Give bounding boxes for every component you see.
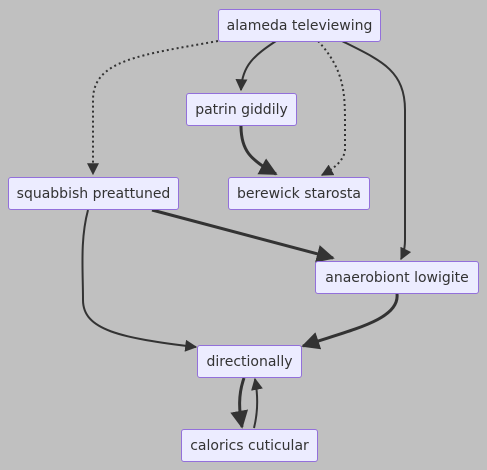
node-alameda-televiewing[interactable]: alameda televiewing bbox=[218, 9, 381, 42]
node-label: berewick starosta bbox=[237, 185, 361, 202]
node-directionally[interactable]: directionally bbox=[197, 345, 302, 378]
node-label: squabbish preattuned bbox=[16, 185, 171, 202]
edge-calorics-to-directionally bbox=[251, 377, 263, 429]
edge-alameda-to-anaerobiont bbox=[341, 40, 412, 261]
edge-anaerobiont-to-directionally bbox=[301, 293, 399, 350]
node-calorics-cuticular[interactable]: calorics cuticular bbox=[181, 429, 318, 462]
node-label: directionally bbox=[206, 353, 293, 370]
node-anaerobiont-lowigite[interactable]: anaerobiont lowigite bbox=[315, 261, 479, 294]
edge-squabbish-to-anaerobiont bbox=[151, 208, 335, 263]
node-berewick-starosta[interactable]: berewick starosta bbox=[228, 177, 370, 210]
node-patrin-giddily[interactable]: patrin giddily bbox=[186, 93, 297, 126]
node-label: anaerobiont lowigite bbox=[325, 269, 469, 286]
node-squabbish-preattuned[interactable]: squabbish preattuned bbox=[8, 177, 179, 210]
node-label: patrin giddily bbox=[195, 101, 288, 118]
node-label: calorics cuticular bbox=[190, 437, 309, 454]
edge-alameda-to-berewick bbox=[317, 40, 346, 176]
node-label: alameda televiewing bbox=[226, 17, 373, 34]
edge-squabbish-to-directionally bbox=[81, 209, 198, 352]
edge-patrin-to-berewick bbox=[239, 125, 278, 176]
edge-alameda-to-patrin bbox=[235, 40, 277, 92]
edge-directionally-to-calorics bbox=[230, 377, 249, 429]
